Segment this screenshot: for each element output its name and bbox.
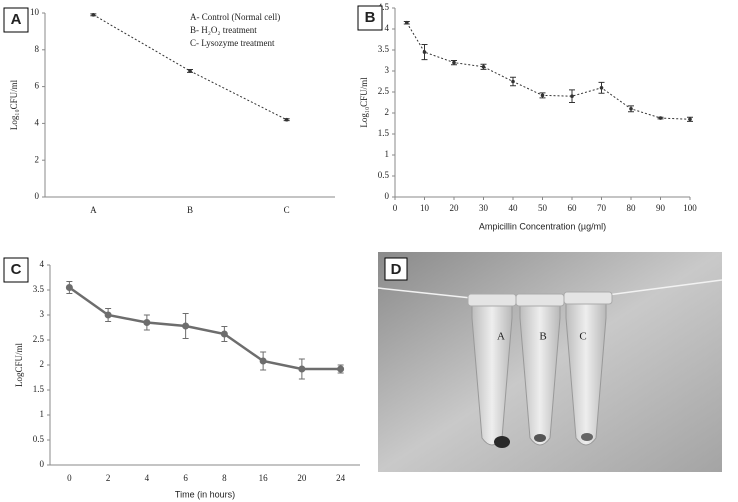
x-tick-label: 40 xyxy=(509,203,519,213)
x-tick-label: C xyxy=(284,205,290,215)
data-point xyxy=(452,60,456,65)
annotation: A- Control (Normal cell) xyxy=(190,12,280,22)
data-point xyxy=(143,319,151,326)
x-tick-label: 2 xyxy=(106,473,111,483)
x-tick-label: 24 xyxy=(336,473,346,483)
data-point xyxy=(91,13,96,17)
panel-label: C xyxy=(11,261,22,278)
x-tick-label: 70 xyxy=(597,203,607,213)
tube-label: A xyxy=(497,331,505,343)
panel-label: B xyxy=(365,9,376,26)
x-tick-label: 10 xyxy=(420,203,430,213)
data-line xyxy=(406,22,691,120)
data-point xyxy=(259,357,267,365)
data-point xyxy=(658,116,663,120)
tube-label: B xyxy=(539,331,546,343)
y-tick-label: 2.5 xyxy=(378,86,390,96)
x-tick-label: 4 xyxy=(145,473,150,483)
x-tick-label: 50 xyxy=(538,203,548,213)
x-tick-label: 6 xyxy=(183,473,188,483)
y-tick-label: 1 xyxy=(40,409,45,419)
data-point xyxy=(65,284,73,291)
y-tick-label: 0 xyxy=(40,459,45,469)
y-tick-label: 1.5 xyxy=(33,384,45,394)
y-tick-label: 4 xyxy=(40,259,45,269)
y-tick-label: 8 xyxy=(35,44,40,54)
y-tick-label: 2 xyxy=(40,359,45,369)
y-tick-label: 3.5 xyxy=(378,44,390,54)
tube-label: C xyxy=(579,331,586,343)
x-tick-label: 90 xyxy=(656,203,666,213)
y-tick-label: 3 xyxy=(385,65,390,75)
annotation: B- H₂O₂ treatment xyxy=(190,25,257,35)
y-tick-label: 2 xyxy=(35,154,40,164)
panel-box xyxy=(357,5,383,31)
data-point xyxy=(188,69,192,73)
data-point xyxy=(540,93,545,98)
data-point xyxy=(570,94,574,98)
tubes xyxy=(467,291,613,448)
x-axis-label: Ampicillin Concentration (µg/ml) xyxy=(479,221,606,231)
data-point xyxy=(511,79,515,84)
data-point xyxy=(220,330,228,338)
data-point xyxy=(481,65,486,69)
y-tick-label: 0 xyxy=(35,191,40,201)
data-point xyxy=(182,322,190,330)
x-tick-label: 8 xyxy=(222,473,227,483)
x-tick-label: 60 xyxy=(568,203,578,213)
y-axis-label: Log₁₀CFU/ml xyxy=(359,77,369,128)
x-tick-label: 20 xyxy=(297,473,307,483)
panel-box xyxy=(3,257,29,283)
y-tick-label: 0 xyxy=(385,191,390,201)
x-tick-label: 100 xyxy=(683,203,697,213)
data-point xyxy=(284,117,289,122)
y-tick-label: 4 xyxy=(385,23,390,33)
y-tick-label: 1 xyxy=(385,149,390,159)
data-point xyxy=(337,365,345,373)
y-tick-label: 6 xyxy=(35,81,40,91)
x-tick-label: 30 xyxy=(479,203,489,213)
y-axis-label: Log₁₀CFU/ml xyxy=(9,79,19,130)
data-point xyxy=(298,365,306,373)
y-tick-label: 1.5 xyxy=(378,128,390,138)
y-tick-label: 2 xyxy=(385,107,390,117)
y-tick-label: 10 xyxy=(30,7,40,17)
x-axis-label: Time (in hours) xyxy=(175,489,235,499)
x-tick-label: 80 xyxy=(627,203,637,213)
panel-label: A xyxy=(11,11,22,28)
y-tick-label: 3.5 xyxy=(33,284,45,294)
data-line xyxy=(93,14,287,121)
y-tick-label: 2.5 xyxy=(33,334,45,344)
photo: D A B C xyxy=(377,252,723,472)
y-tick-label: 0.5 xyxy=(378,170,390,180)
y-tick-label: 4 xyxy=(35,117,40,127)
y-tick-label: 4.5 xyxy=(378,2,390,12)
data-point xyxy=(405,20,409,25)
annotation: C- Lysozyme treatment xyxy=(190,38,275,48)
data-line xyxy=(68,286,341,371)
panel-label: D xyxy=(391,261,402,278)
x-tick-label: 16 xyxy=(259,473,269,483)
panel-box xyxy=(384,257,408,281)
data-point xyxy=(688,117,692,122)
x-tick-label: A xyxy=(90,205,97,215)
x-tick-label: 20 xyxy=(450,203,460,213)
x-tick-label: 0 xyxy=(393,203,398,213)
y-axis-label: LogCFU/ml xyxy=(14,343,24,388)
data-point xyxy=(629,107,633,111)
data-point xyxy=(422,50,427,54)
panel-box xyxy=(3,7,29,33)
x-tick-label: 0 xyxy=(67,473,72,483)
data-point xyxy=(599,86,604,90)
x-tick-label: B xyxy=(187,205,193,215)
data-point xyxy=(104,311,112,319)
y-tick-label: 3 xyxy=(40,309,45,319)
y-tick-label: 0.5 xyxy=(33,434,45,444)
